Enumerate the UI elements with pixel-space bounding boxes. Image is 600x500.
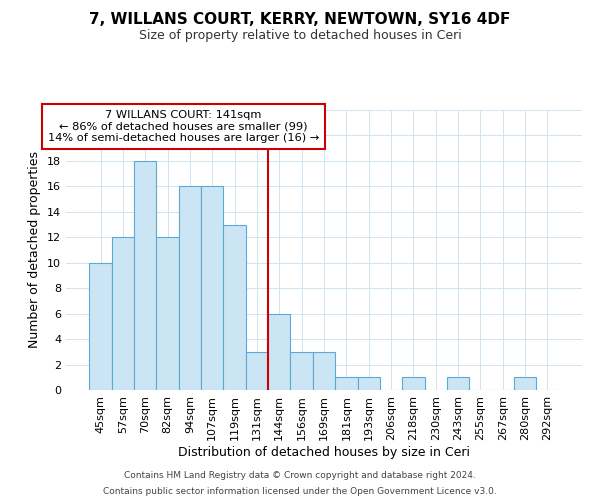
- Bar: [335, 378, 358, 390]
- Text: 7, WILLANS COURT, KERRY, NEWTOWN, SY16 4DF: 7, WILLANS COURT, KERRY, NEWTOWN, SY16 4…: [89, 12, 511, 28]
- Y-axis label: Number of detached properties: Number of detached properties: [28, 152, 41, 348]
- Bar: [290, 352, 313, 390]
- Text: 7 WILLANS COURT: 141sqm
← 86% of detached houses are smaller (99)
14% of semi-de: 7 WILLANS COURT: 141sqm ← 86% of detache…: [47, 110, 319, 143]
- Bar: [112, 238, 134, 390]
- Text: Contains HM Land Registry data © Crown copyright and database right 2024.: Contains HM Land Registry data © Crown c…: [124, 472, 476, 480]
- Bar: [358, 378, 380, 390]
- Bar: [157, 238, 179, 390]
- Bar: [134, 161, 157, 390]
- Text: Contains public sector information licensed under the Open Government Licence v3: Contains public sector information licen…: [103, 486, 497, 496]
- Bar: [201, 186, 223, 390]
- Bar: [313, 352, 335, 390]
- Bar: [179, 186, 201, 390]
- Bar: [268, 314, 290, 390]
- Bar: [447, 378, 469, 390]
- Bar: [514, 378, 536, 390]
- X-axis label: Distribution of detached houses by size in Ceri: Distribution of detached houses by size …: [178, 446, 470, 458]
- Bar: [402, 378, 425, 390]
- Bar: [89, 262, 112, 390]
- Bar: [223, 224, 246, 390]
- Text: Size of property relative to detached houses in Ceri: Size of property relative to detached ho…: [139, 29, 461, 42]
- Bar: [246, 352, 268, 390]
